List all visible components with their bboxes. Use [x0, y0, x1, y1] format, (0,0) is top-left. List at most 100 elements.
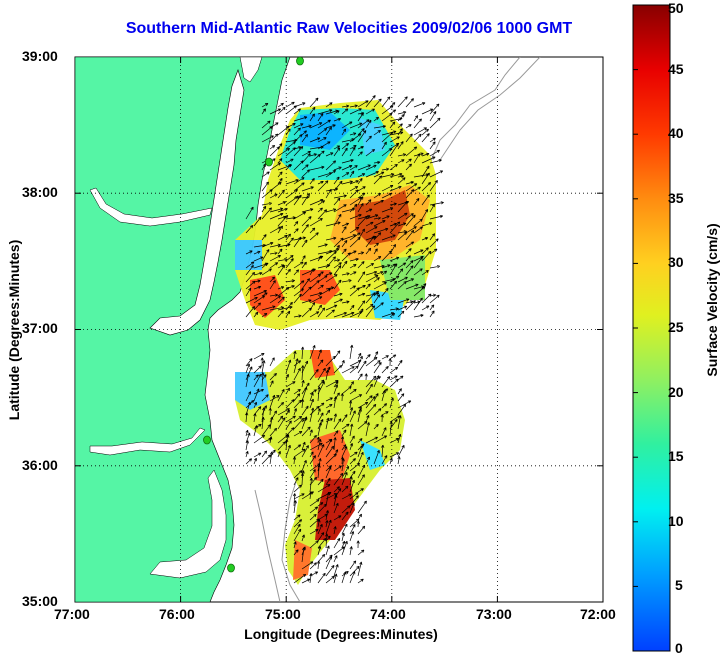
velocity-arrow [413, 297, 423, 311]
velocity-arrow [253, 256, 264, 262]
velocity-arrow [357, 164, 371, 171]
velocity-arrow [349, 476, 353, 486]
velocity-arrow [333, 380, 339, 388]
velocity-arrow [333, 197, 341, 206]
x-tick-label: 75:00 [265, 606, 301, 622]
velocity-arrow [405, 213, 414, 220]
velocity-arrow [365, 383, 373, 395]
velocity-arrow [261, 202, 273, 206]
velocity-arrow [325, 286, 335, 290]
velocity-arrow [309, 455, 316, 465]
x-tick-label: 76:00 [159, 606, 195, 622]
velocity-arrow [373, 360, 381, 367]
velocity-arrow [301, 186, 314, 192]
velocity-arrow [309, 540, 319, 549]
velocity-arrow [381, 389, 386, 402]
velocity-arrow [261, 424, 271, 437]
velocity-arrow [357, 408, 362, 423]
velocity-arrow [349, 495, 359, 507]
velocity-arrow [301, 224, 309, 234]
bathymetry-contour [429, 57, 521, 171]
velocity-arrow [349, 165, 358, 171]
pamlico-sound [149, 469, 227, 579]
velocity-arrow [245, 366, 253, 381]
x-tick-label: 73:00 [476, 606, 512, 622]
velocity-arrow [357, 474, 365, 486]
velocity-arrow [325, 533, 329, 549]
x-tick-label: 74:00 [370, 606, 406, 622]
velocity-arrow [341, 222, 350, 227]
velocity-arrow [277, 264, 286, 276]
velocity-arrow [349, 423, 354, 437]
velocity-arrow [365, 214, 379, 220]
velocity-arrow [333, 145, 341, 150]
velocity-arrow [277, 147, 291, 157]
velocity-arrow [357, 300, 366, 311]
velocity-arrow [421, 194, 430, 206]
velocity-arrow [349, 108, 362, 115]
velocity-arrow [365, 270, 378, 276]
velocity-arrow [373, 124, 386, 129]
velocity-arrow [349, 189, 359, 199]
velocity-arrow [317, 359, 324, 367]
velocity-arrow [269, 276, 276, 283]
velocity-arrow [373, 435, 388, 444]
velocity-arrow [429, 293, 437, 297]
velocity-arrow [317, 128, 328, 136]
radar-station-marker [203, 435, 211, 445]
velocity-arrow [325, 403, 333, 409]
colorbar-tick-marks [633, 4, 638, 652]
velocity-arrow [381, 264, 391, 269]
albemarle-sound [89, 427, 206, 456]
velocity-arrow [389, 185, 402, 192]
velocity-arrow [277, 158, 283, 164]
velocity-arrow [261, 416, 265, 430]
velocity-arrow [301, 255, 306, 262]
velocity-arrow [333, 573, 338, 584]
velocity-arrow [341, 429, 347, 437]
bathymetry-contour [254, 489, 281, 602]
velocity-arrow [285, 237, 294, 248]
velocity-arrow [357, 525, 366, 535]
velocity-arrow [325, 170, 337, 178]
velocity-arrow [357, 451, 364, 465]
velocity-arrow [293, 269, 300, 276]
velocity-arrow [261, 205, 267, 213]
velocity-arrow [429, 103, 440, 115]
velocity-arrow [269, 280, 276, 290]
chesapeake-bay [149, 69, 245, 336]
velocity-arrow [357, 421, 368, 430]
velocity-arrow [309, 274, 322, 283]
velocity-arrow [389, 366, 399, 374]
velocity-arrow [429, 203, 435, 213]
velocity-arrow [325, 126, 332, 136]
velocity-arrow [293, 211, 307, 220]
velocity-arrow [341, 180, 353, 185]
velocity-arrow [317, 243, 328, 248]
velocity-arrow [261, 189, 273, 199]
velocity-arrow [309, 528, 319, 535]
velocity-arrow [365, 221, 374, 227]
velocity-arrow [245, 264, 254, 276]
velocity-arrow [325, 124, 336, 129]
velocity-arrow [317, 137, 327, 143]
velocity-arrow [269, 416, 274, 430]
velocity-arrow [253, 388, 260, 402]
velocity-arrow [309, 368, 319, 381]
velocity-arrow [317, 478, 324, 486]
velocity-arrow [325, 221, 341, 227]
colorbar-tick-label: 35 [668, 189, 684, 206]
velocity-arrow [309, 177, 315, 185]
velocity-arrow [357, 360, 367, 374]
velocity-arrow [397, 359, 403, 367]
velocity-arrow [397, 212, 408, 220]
velocity-arrow [397, 123, 403, 129]
velocity-arrow [421, 165, 430, 178]
velocity-arrow [349, 470, 356, 479]
velocity-arrow [413, 127, 427, 136]
velocity-arrow [245, 287, 252, 297]
velocity-arrow [389, 121, 396, 129]
velocity-arrow [261, 450, 268, 458]
velocity-arrow [285, 254, 294, 262]
velocity-arrow [349, 304, 355, 311]
